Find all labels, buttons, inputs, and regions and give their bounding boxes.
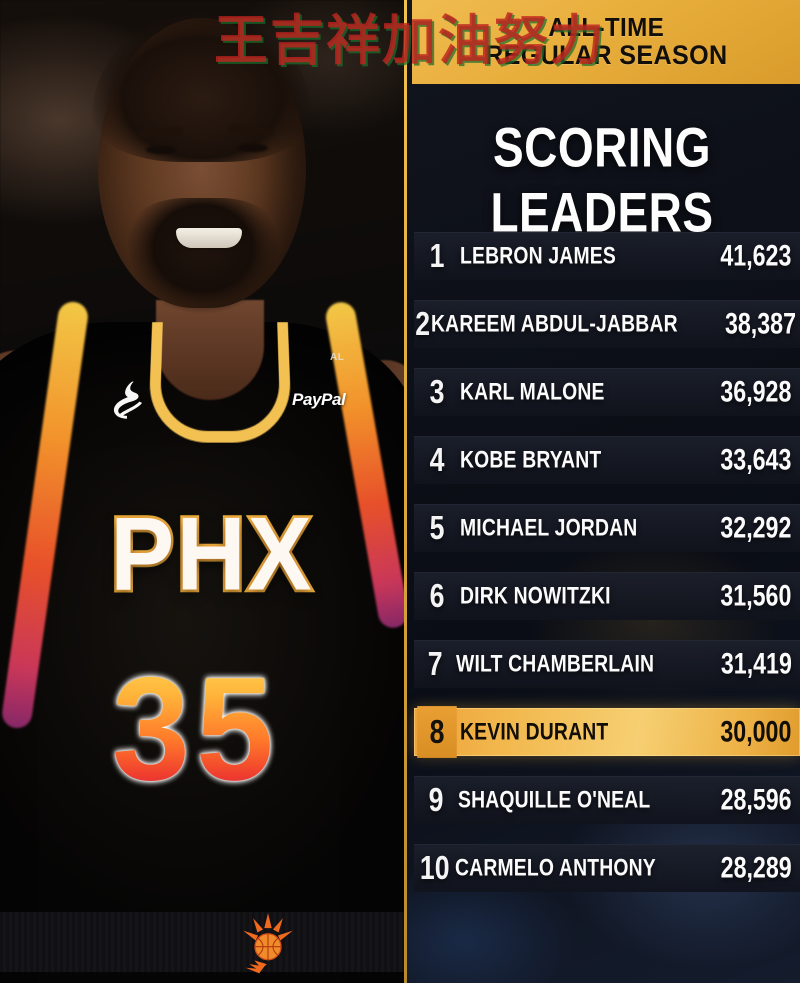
- rank-cell: 1: [429, 236, 445, 275]
- jersey-neckline: [147, 322, 293, 443]
- player-smile: [176, 228, 242, 248]
- player-name-cell: KARL MALONE: [460, 377, 605, 406]
- rank-cell: 7: [427, 644, 443, 683]
- table-row[interactable]: 9 SHAQUILLE O'NEAL 28,596: [414, 776, 800, 824]
- table-row[interactable]: 8 KEVIN DURANT 30,000: [414, 706, 800, 758]
- points-cell: 33,643: [720, 443, 792, 476]
- rank-cell: 6: [429, 576, 445, 615]
- header-line-1: ALL-TIME: [548, 12, 664, 43]
- points-cell: 30,000: [720, 715, 792, 748]
- panel-gold-edge: [404, 0, 407, 983]
- player-eye-left: [146, 146, 176, 154]
- table-row[interactable]: 10 CARMELO ANTHONY 28,289: [414, 844, 800, 892]
- player-name-cell: LEBRON JAMES: [460, 241, 616, 270]
- player-name-cell: DIRK NOWITZKI: [460, 581, 611, 610]
- points-cell: 28,596: [720, 783, 792, 816]
- player-name-cell: SHAQUILLE O'NEAL: [458, 785, 651, 814]
- jersey-number: 35: [112, 644, 280, 814]
- page-title: SCORING LEADERS: [490, 116, 714, 244]
- points-cell: 32,292: [720, 511, 792, 544]
- points-cell: 36,928: [720, 375, 792, 408]
- player-eye-right: [238, 144, 268, 152]
- points-cell: 31,560: [720, 579, 792, 612]
- leaderboard-panel: ALL-TIME REGULAR SEASON SCORING LEADERS …: [404, 0, 800, 983]
- table-row[interactable]: 1 LEBRON JAMES 41,623: [414, 232, 800, 280]
- table-row[interactable]: 7 WILT CHAMBERLAIN 31,419: [414, 640, 800, 688]
- suns-logo-icon: [243, 913, 293, 974]
- header-line-2: REGULAR SEASON: [484, 40, 728, 71]
- points-cell: 38,387: [724, 307, 796, 340]
- team-wordmark: PHX: [108, 494, 314, 615]
- rank-cell: 2: [415, 304, 431, 343]
- points-cell: 28,289: [720, 851, 792, 884]
- player-photo: PayPal AL PHX 35: [0, 0, 404, 983]
- shorts-waistband: [0, 912, 404, 972]
- table-row[interactable]: 5 MICHAEL JORDAN 32,292: [414, 504, 800, 552]
- player-name-cell: MICHAEL JORDAN: [460, 513, 638, 542]
- rank-cell: 3: [429, 372, 445, 411]
- table-row[interactable]: 3 KARL MALONE 36,928: [414, 368, 800, 416]
- player-hair: [92, 12, 312, 162]
- secondary-patch: AL: [330, 352, 345, 363]
- points-cell: 31,419: [720, 647, 792, 680]
- rank-cell: 9: [428, 780, 444, 819]
- rank-cell: 5: [429, 508, 445, 547]
- header-banner: ALL-TIME REGULAR SEASON: [412, 0, 800, 84]
- table-row[interactable]: 2 KAREEM ABDUL-JABBAR 38,387: [414, 300, 800, 348]
- rank-cell: 10: [419, 848, 450, 887]
- table-row[interactable]: 6 DIRK NOWITZKI 31,560: [414, 572, 800, 620]
- player-name-cell: KEVIN DURANT: [460, 717, 609, 746]
- table-row[interactable]: 4 KOBE BRYANT 33,643: [414, 436, 800, 484]
- player-name-cell: KOBE BRYANT: [460, 445, 602, 474]
- player-name-cell: CARMELO ANTHONY: [455, 853, 657, 882]
- sponsor-patch: PayPal: [292, 390, 346, 409]
- player-figure: PayPal AL PHX 35: [0, 12, 404, 983]
- leaderboard-list: 1 LEBRON JAMES 41,623 2 KAREEM ABDUL-JABBAR 3…: [414, 232, 800, 912]
- points-cell: 41,623: [720, 239, 792, 272]
- rank-cell: 4: [429, 440, 445, 479]
- player-name-cell: KAREEM ABDUL-JABBAR: [431, 309, 679, 338]
- jumpman-icon: [113, 381, 142, 419]
- rank-cell: 8: [417, 706, 457, 758]
- player-name-cell: WILT CHAMBERLAIN: [456, 649, 655, 678]
